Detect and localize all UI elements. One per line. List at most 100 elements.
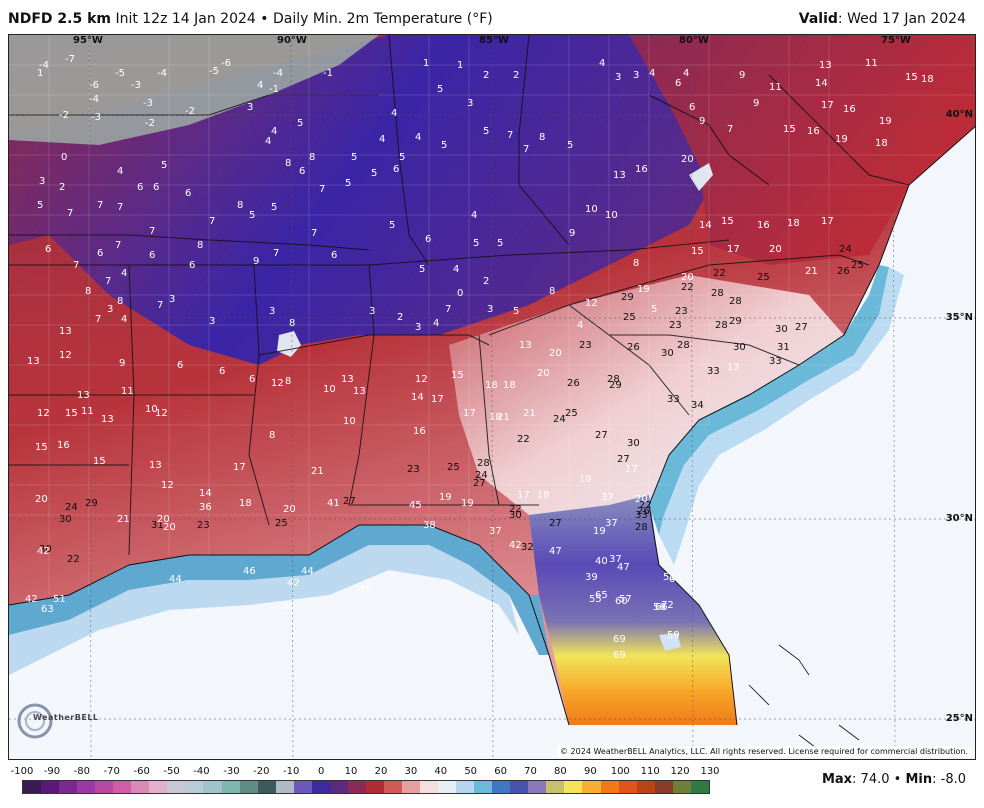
- temperature-value-label: 9: [699, 116, 706, 127]
- temperature-value-label: 3: [487, 304, 494, 315]
- temperature-value-label: 13: [613, 170, 626, 181]
- temperature-value-label: 20: [537, 368, 550, 379]
- temperature-value-label: 28: [477, 458, 490, 469]
- temperature-value-label: 15: [93, 456, 106, 467]
- temperature-value-label: 59: [667, 630, 680, 641]
- temperature-value-label: 5: [419, 264, 426, 275]
- temperature-value-label: 7: [311, 228, 318, 239]
- temperature-value-label: 4: [121, 268, 128, 279]
- scale-tick-label: 40: [434, 766, 448, 777]
- scale-color-swatch: [167, 781, 186, 793]
- temperature-value-label: 11: [81, 406, 94, 417]
- temperature-value-label: 20: [283, 504, 296, 515]
- temperature-value-label: 16: [757, 220, 770, 231]
- temperature-value-label: 10: [145, 404, 158, 415]
- temperature-value-label: 42: [287, 578, 300, 589]
- temperature-value-label: 13: [341, 374, 354, 385]
- scale-color-swatch: [672, 781, 691, 793]
- temperature-value-label: 6: [689, 102, 696, 113]
- temperature-value-label: 17: [233, 462, 246, 473]
- temperature-value-label: 49: [283, 602, 296, 613]
- temperature-value-label: 4: [117, 166, 124, 177]
- temperature-value-label: 8: [289, 318, 296, 329]
- temperature-value-label: -1: [269, 84, 279, 95]
- temperature-value-label: 3: [467, 98, 474, 109]
- scale-color-swatch: [185, 781, 204, 793]
- temperature-value-label: 8: [309, 152, 316, 163]
- temperature-value-label: 17: [821, 100, 834, 111]
- scale-color-swatch: [582, 781, 601, 793]
- temperature-value-label: 18: [485, 380, 498, 391]
- temperature-value-label: 28: [715, 320, 728, 331]
- temperature-value-label: 13: [819, 60, 832, 71]
- longitude-label: 85°W: [479, 35, 509, 46]
- temperature-value-label: 3: [633, 70, 640, 81]
- temperature-value-label: 6: [45, 244, 52, 255]
- temperature-value-label: -1: [323, 68, 333, 79]
- temperature-value-label: 7: [209, 216, 216, 227]
- temperature-value-label: 19: [439, 492, 452, 503]
- temperature-value-label: 10: [605, 210, 618, 221]
- scale-color-swatch: [618, 781, 637, 793]
- scale-color-swatch: [401, 781, 421, 793]
- temperature-value-label: 32: [521, 542, 534, 553]
- temperature-value-label: 23: [669, 320, 682, 331]
- scale-tick-label: -70: [103, 766, 120, 777]
- scale-color-swatch: [564, 781, 583, 793]
- temperature-value-label: 3: [247, 102, 254, 113]
- scale-color-swatch: [528, 781, 547, 793]
- temperature-value-label: 30: [59, 514, 72, 525]
- temperature-value-label: 16: [413, 426, 426, 437]
- temperature-value-label: 15: [721, 216, 734, 227]
- temperature-value-label: 15: [65, 408, 78, 419]
- temperature-value-label: 27: [549, 518, 562, 529]
- temperature-value-label: 30: [733, 342, 746, 353]
- temperature-value-label: 16: [843, 104, 856, 115]
- temperature-value-label: -4: [89, 94, 99, 105]
- temperature-value-label: -2: [145, 118, 155, 129]
- temperature-value-label: 42: [509, 540, 522, 551]
- temperature-value-label: 37: [489, 526, 502, 537]
- temperature-value-label: 25: [565, 408, 578, 419]
- scale-tick-label: 60: [494, 766, 507, 777]
- temperature-value-label: 2: [59, 182, 66, 193]
- temperature-value-label: 25: [447, 462, 460, 473]
- temperature-value-label: 13: [519, 340, 532, 351]
- temperature-value-label: 6: [331, 250, 338, 261]
- temperature-value-label: 11: [121, 386, 134, 397]
- temperature-value-label: -4: [273, 68, 283, 79]
- temperature-value-label: 5: [37, 200, 44, 211]
- temperature-value-label: 10: [585, 204, 598, 215]
- temperature-value-label: 4: [683, 68, 690, 79]
- scale-tick-label: -50: [163, 766, 180, 777]
- max-value: : 74.0: [852, 772, 890, 787]
- temperature-value-label: 8: [539, 132, 546, 143]
- temperature-value-label: 31: [151, 520, 164, 531]
- temperature-value-label: 9: [119, 358, 126, 369]
- temperature-value-label: 3: [615, 72, 622, 83]
- temperature-value-label: -2: [59, 110, 69, 121]
- temperature-value-label: 22: [639, 500, 652, 511]
- weatherbell-logo: WeatherBELL: [15, 697, 101, 743]
- scale-color-swatch: [456, 781, 475, 793]
- temperature-value-label: 3: [107, 304, 114, 315]
- map-shading: [9, 35, 975, 759]
- temperature-value-label: 5: [249, 210, 256, 221]
- scale-color-swatch: [636, 781, 655, 793]
- temperature-value-label: 28: [635, 522, 648, 533]
- temperature-value-label: 5: [399, 152, 406, 163]
- temperature-value-label: 18: [921, 74, 934, 85]
- logo-swirl-icon: [17, 703, 53, 739]
- scale-color-swatch: [77, 781, 96, 793]
- temperature-value-label: 3: [169, 294, 176, 305]
- temperature-value-label: 5: [389, 220, 396, 231]
- temperature-value-label: 17: [727, 244, 740, 255]
- temperature-value-label: 27: [795, 322, 808, 333]
- temperature-value-label: 41: [327, 498, 340, 509]
- temperature-value-label: 23: [407, 464, 420, 475]
- max-min-stats: Max: 74.0 • Min: -8.0: [822, 772, 966, 787]
- temperature-value-label: 20: [769, 244, 782, 255]
- temperature-value-label: 19: [879, 116, 892, 127]
- temperature-value-label: 25: [851, 260, 864, 271]
- temperature-value-label: 18: [537, 490, 550, 501]
